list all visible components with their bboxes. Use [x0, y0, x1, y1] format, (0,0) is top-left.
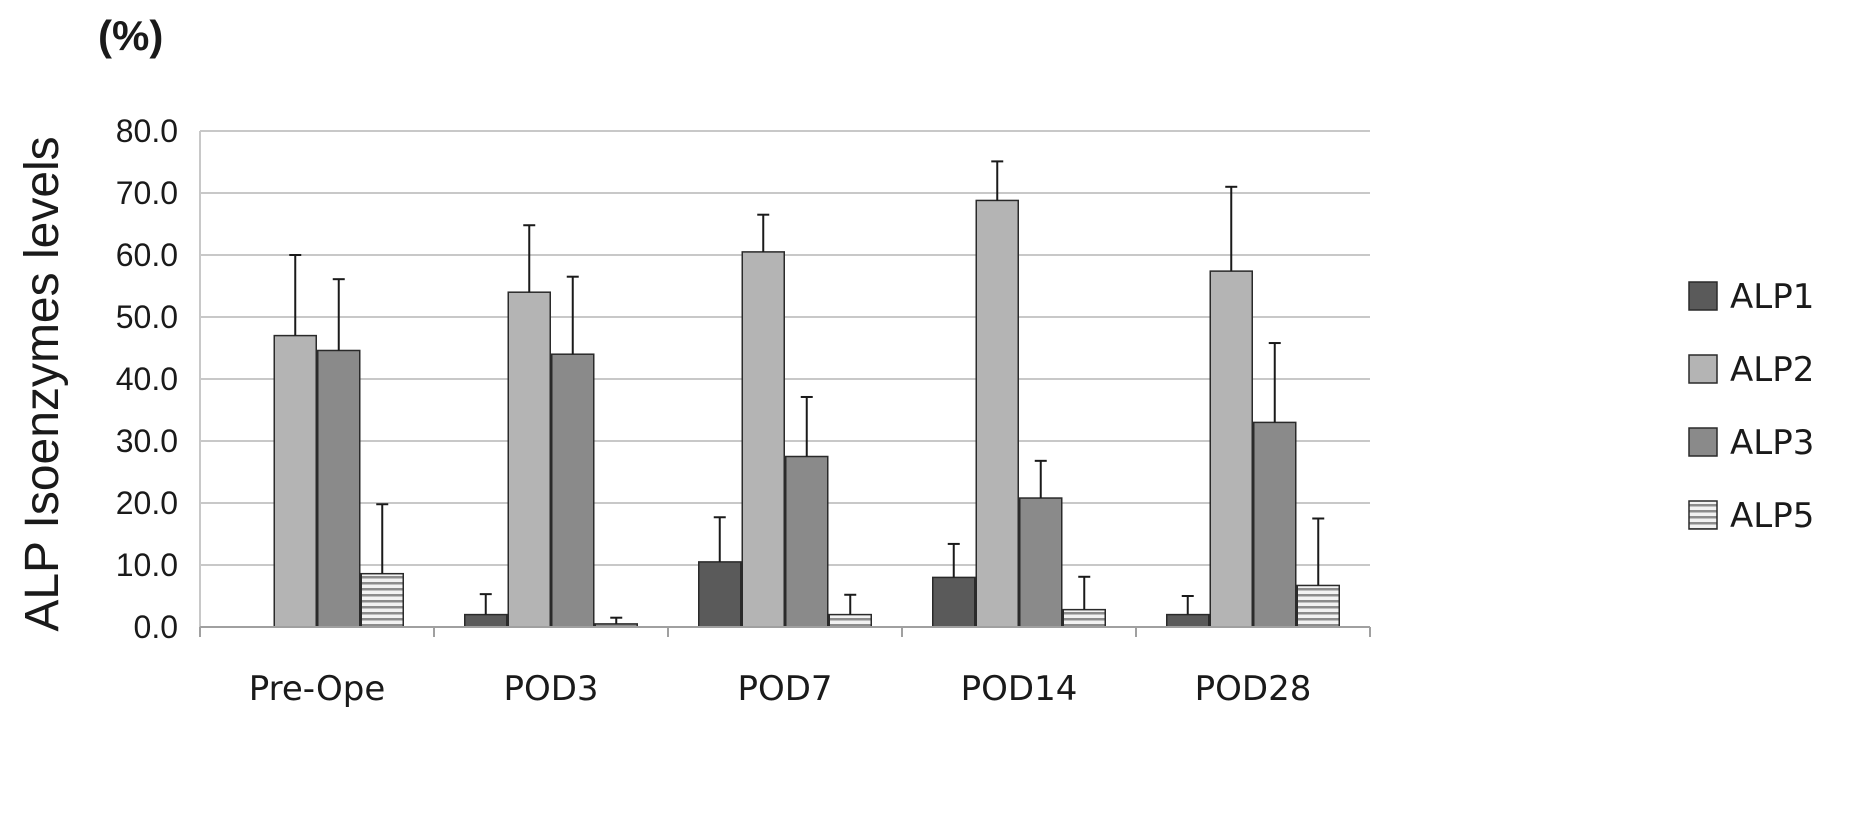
legend-label-alp1: ALP1 — [1730, 277, 1814, 317]
legend-swatch-alp1 — [1689, 282, 1717, 310]
y-tick-label: 60.0 — [116, 237, 178, 273]
bar-alp5-pre-ope — [361, 574, 403, 627]
bar-alp2-pod28 — [1210, 271, 1252, 627]
legend-label-alp2: ALP2 — [1730, 350, 1814, 390]
y-tick-label: 30.0 — [116, 423, 178, 459]
category-labels: Pre-Ope POD3 POD7 POD14 POD28 — [249, 669, 1312, 709]
bar-alp2-pre-ope — [274, 336, 316, 627]
bar-alp3-pre-ope — [318, 350, 360, 627]
x-tick-label: POD14 — [961, 669, 1078, 709]
y-tick-label: 50.0 — [116, 299, 178, 335]
y-tick-label: 80.0 — [116, 113, 178, 149]
legend: ALP1 ALP2 ALP3 ALP5 — [1689, 277, 1814, 536]
bar-alp5-pod14 — [1063, 610, 1105, 627]
bar-alp1-pod3 — [465, 615, 507, 627]
bar-alp3-pod7 — [786, 457, 828, 628]
bar-alp5-pod28 — [1297, 585, 1339, 627]
bar-alp3-pod14 — [1020, 498, 1062, 627]
x-tick-label: POD28 — [1195, 669, 1312, 709]
x-axis — [200, 627, 1370, 637]
legend-label-alp5: ALP5 — [1730, 496, 1814, 536]
bar-alp1-pod14 — [933, 577, 975, 627]
bar-alp3-pod3 — [552, 354, 594, 627]
y-tick-label: 10.0 — [116, 547, 178, 583]
bar-alp1-pod28 — [1167, 615, 1209, 627]
y-tick-label: 0.0 — [134, 609, 178, 645]
x-tick-label: POD3 — [503, 669, 598, 709]
bar-alp1-pod7 — [699, 562, 741, 627]
legend-swatch-alp3 — [1689, 428, 1717, 456]
bar-alp5-pod7 — [829, 615, 871, 627]
y-axis-label: ALP Isoenzymes levels — [16, 136, 69, 631]
bar-alp2-pod7 — [742, 252, 784, 627]
legend-swatch-alp5 — [1689, 501, 1717, 529]
legend-swatch-alp2 — [1689, 355, 1717, 383]
y-tick-label: 40.0 — [116, 361, 178, 397]
y-tick-labels: 0.0 10.0 20.0 30.0 40.0 50.0 60.0 70.0 80.0 — [116, 113, 178, 645]
bar-alp2-pod3 — [508, 292, 550, 627]
y-tick-label: 20.0 — [116, 485, 178, 521]
bar-alp2-pod14 — [976, 200, 1018, 627]
x-tick-label: POD7 — [737, 669, 832, 709]
bar-alp3-pod28 — [1254, 422, 1296, 627]
y-tick-label: 70.0 — [116, 175, 178, 211]
unit-label: (%) — [98, 12, 163, 59]
x-tick-label: Pre-Ope — [249, 669, 386, 709]
legend-label-alp3: ALP3 — [1730, 423, 1814, 463]
